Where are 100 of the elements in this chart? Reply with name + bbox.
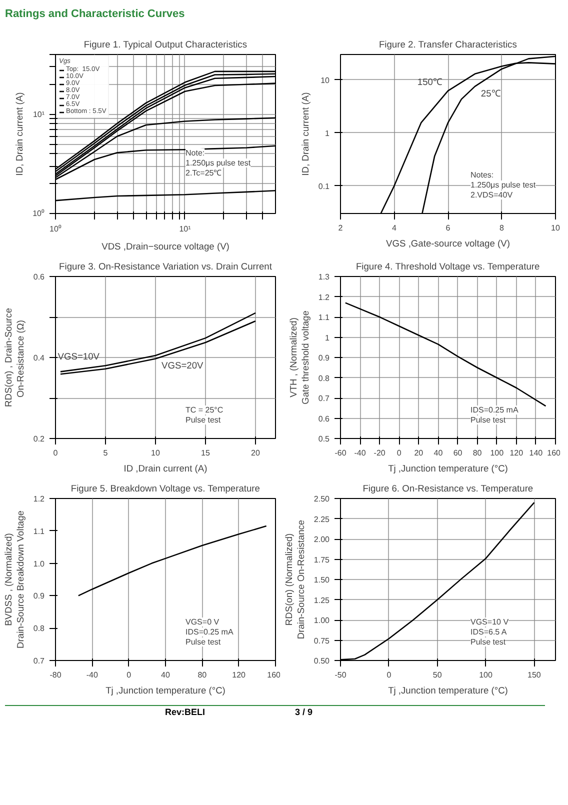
y-tick-label: 0.75 [314,636,330,646]
annotation: IDS=0.25 mA [186,628,234,636]
x-tick-label: 4 [392,224,398,232]
y-axis-title: VTH , (Normalized) Gate threshold voltage [288,310,310,404]
y-tick-label: 1.00 [314,616,330,625]
x-tick-label: 160 [267,670,282,680]
y-tick-label: 0.5 [318,434,330,444]
chart-title: Figure 3. On-Resistance Variation vs. Drain Current [59,262,272,272]
x-tick-label: 10¹ [179,224,192,234]
y-tick-label: 1 [325,333,330,342]
y-tick-label: 2.25 [314,514,330,524]
x-tick-label: 100 [490,448,504,458]
y-tick-label: 1.2 [318,292,330,302]
annotation: Pulse test [186,416,222,424]
x-tick-label: 120 [510,448,524,458]
text: Ratings and Characteristic Curves [5,7,185,22]
x-tick-label: 5 [103,448,108,458]
annotation: Pulse test [186,638,222,646]
y-tick-label: 10 [320,76,330,85]
x-tick-label: 140 [529,448,544,458]
annotation: 2.VDS=40V [470,190,514,200]
y-tick-label: 1.25 [314,596,330,605]
series-label: VGS=20V [162,360,204,371]
y-tick-label: 1.1 [33,526,46,536]
x-tick-label: 100 [479,670,493,680]
annotation: Pulse test [470,638,506,646]
x-tick-label: 6 [446,224,451,232]
y-tick-label: 2.00 [314,535,330,544]
x-tick-label: 10 [551,224,560,232]
chart-title: Figure 4. Threshold Voltage vs. Temperature [356,262,540,272]
annotation: TC = 25°C [186,406,224,414]
chart-title: Figure 6. On-Resistance vs. Temperature [362,484,534,494]
y-tick-label: 0.7 [33,656,46,666]
x-tick-label: 120 [232,670,246,680]
x-axis-title: VDS ,Drain−source voltage (V) [102,242,230,252]
x-tick-label: 80 [472,448,482,458]
y-axis-title: BVDSS , (Normalized) Drain-Source Breakdown Voltage [3,510,26,648]
legend-label: VGS=10V [58,352,100,362]
y-tick-label: 10⁰ [32,209,45,218]
y-tick-label: 0.4 [33,354,46,362]
annotation: 1.250μs pulse test [186,158,252,168]
annotation: Pulse test [470,416,506,424]
x-axis-title: ID ,Drain current (A) [124,464,208,474]
y-tick-label: 0.7 [318,394,330,403]
y-tick-label: 0.9 [318,354,330,362]
x-tick-label: 20 [251,448,260,458]
x-tick-label: -80 [50,670,62,680]
x-tick-label: 150 [528,670,542,680]
series-label: 150℃ [417,76,443,87]
chart-title: Figure 2. Transfer Characteristics [378,40,518,50]
annotation: Notes: [470,170,494,180]
chart-title: Figure 1. Typical Output Characteristics [84,40,248,50]
y-tick-label: 10¹ [32,110,45,119]
x-tick-label: 40 [434,448,444,458]
annotation: VGS=0 V [186,618,220,626]
x-tick-label: 60 [453,448,463,458]
text: Rev:BELI [165,707,206,717]
series-label: 25℃ [480,88,502,98]
y-tick-label: 0.6 [33,272,46,282]
annotation: IDS=0.25 mA [470,406,519,414]
x-axis-title: Tj ,Junction temperature (°C) [388,464,508,474]
y-tick-label: 0.1 [318,182,330,191]
y-tick-label: 2.50 [314,494,330,504]
x-tick-label: 8 [500,224,505,232]
x-tick-label: 10⁰ [50,224,62,234]
y-tick-label: 1.3 [318,272,330,282]
x-tick-label: 160 [547,448,562,458]
x-tick-label: 0 [386,670,392,680]
y-tick-label: 0.9 [33,592,46,601]
x-tick-label: 10 [151,448,160,458]
annotation: Note: [186,148,205,158]
y-tick-label: 1 [325,128,330,138]
y-tick-label: 1.1 [318,313,330,322]
x-tick-label: 20 [414,448,424,458]
x-tick-label: 0 [396,448,402,458]
chart-title: Figure 5. Breakdown Voltage vs. Temperature [70,484,260,494]
x-tick-label: 0 [53,448,58,458]
text: 3 / 9 [295,707,313,717]
x-tick-label: 80 [198,670,208,680]
annotation: 2.Tc=25℃ [186,168,222,178]
x-tick-label: 15 [201,448,210,458]
annotation: 1.250μs pulse test [470,180,536,190]
x-axis-title: Tj ,Junction temperature (°C) [106,686,226,696]
y-axis-title: ID, Drain current (A) [300,92,310,176]
y-tick-label: 0.6 [318,414,330,424]
x-tick-label: -40 [86,670,98,680]
x-tick-label: 0 [126,670,132,680]
x-tick-label: 2 [338,224,344,232]
annotation: IDS=6.5 A [470,628,508,636]
y-tick-label: 0.2 [33,434,46,444]
x-tick-label: -60 [334,448,347,458]
x-axis-title: Tj ,Junction temperature (°C) [388,686,508,696]
y-axis-title: ID, Drain current (A) [14,92,25,176]
y-axis-title: RDS(on) , Drain-Source On-Resistance (Ω) [3,308,26,408]
y-axis-title: RDS(on) (Normalized) Drain-Source On-Resistance [284,520,306,640]
y-tick-label: 1.75 [314,555,330,564]
y-tick-label: 1.0 [33,559,46,568]
x-tick-label: 40 [161,670,170,680]
x-tick-label: -50 [334,670,347,680]
y-tick-label: 1.2 [33,494,46,504]
